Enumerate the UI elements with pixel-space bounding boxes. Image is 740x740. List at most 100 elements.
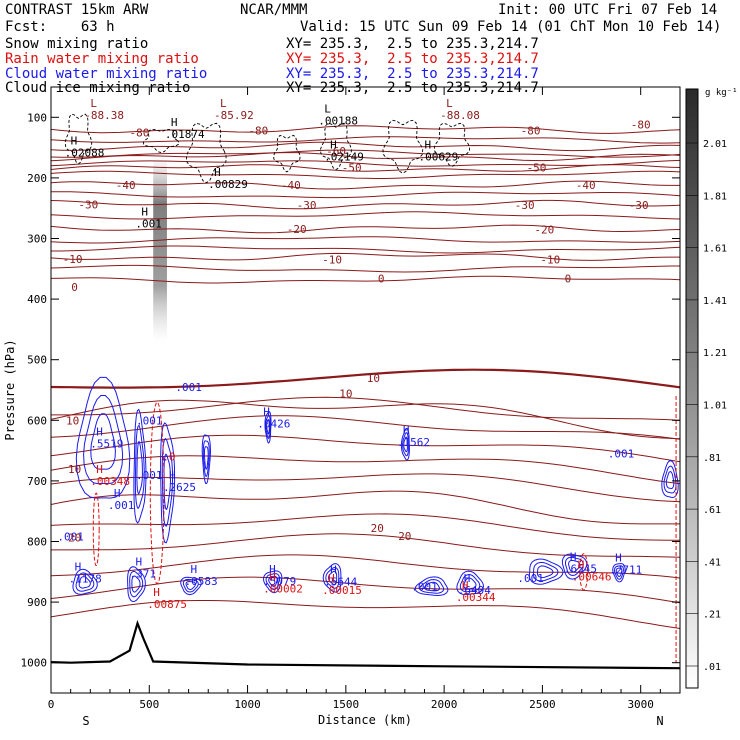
isotherm-line [51, 211, 680, 220]
cloud-water-contour [533, 562, 559, 582]
y-tick-label: 100 [27, 111, 47, 124]
extremum-type: H [71, 134, 78, 147]
cloud-water-contour [160, 422, 176, 544]
isotherm-label: -60 [326, 145, 346, 158]
isotherm-line [51, 415, 680, 440]
overlays: -80 -80 -80 -80 -60 -50 -50 -40 -40 -40 -30 -30 -30 -… [57, 97, 650, 611]
contour-label: 10 [68, 463, 81, 476]
isotherm--20 [51, 224, 680, 234]
extremum-value: .6545 [564, 563, 597, 576]
isotherm-label: 20 [398, 530, 411, 543]
isotherm-label: -40 [116, 179, 136, 192]
extremum-value: .00646 [572, 571, 612, 584]
extremum-value: .00629 [418, 151, 458, 164]
cloud-water-contour [665, 471, 675, 490]
colorbar-tick-label: .81 [703, 453, 721, 464]
extremum-type: H [96, 463, 103, 476]
isotherm-label: -80 [130, 126, 150, 139]
cloud-water-contour [403, 436, 408, 453]
plot-area [51, 113, 680, 670]
isotherm--60 [51, 152, 680, 162]
extremum-value: .01874 [165, 128, 205, 141]
isotherm-20 [51, 490, 680, 525]
field-rain-name: Rain water mixing ratio [5, 51, 199, 67]
extremum-value: .00829 [208, 178, 248, 191]
isotherm-line [51, 170, 680, 179]
isotherm-line [51, 455, 680, 485]
extremum-type: H [462, 579, 469, 592]
cloud-water-contour [185, 580, 196, 591]
isotherm-line [51, 554, 680, 579]
extremum-value: .371 [130, 568, 157, 581]
isotherm--40 [51, 180, 680, 190]
cloud-water-contour [266, 418, 270, 435]
extremum-value: .5519 [90, 437, 123, 450]
isotherm-label: -30 [78, 199, 98, 212]
cloud-water-contour [663, 465, 677, 494]
contour-label: .001 [411, 580, 438, 593]
isotherm-label: -20 [534, 223, 554, 236]
ice-contour [320, 122, 352, 171]
extremum-type: L [90, 97, 97, 110]
extremum-type: H [136, 556, 143, 569]
contour-label: .001 [136, 414, 163, 427]
extremum-type: H [191, 563, 198, 576]
colorbar-scale [685, 88, 699, 689]
isotherm-label: 10 [339, 388, 352, 401]
extremum-value: .6404 [458, 584, 491, 597]
x-tick-label: 3000 [627, 698, 654, 711]
isotherm-line [51, 149, 680, 158]
cloud-water-contour [264, 411, 272, 444]
field-cloudwater-xy: XY= 235.3, 2.5 to 235.3,214.7 [286, 66, 539, 82]
isotherm--80 [51, 125, 680, 134]
extremum-type: H [214, 166, 221, 179]
isotherm--30 [51, 199, 680, 210]
extremum-type: H [141, 205, 148, 218]
extremum-type: L [446, 97, 453, 110]
isotherm-line [51, 191, 680, 199]
cloud-water-contour [265, 415, 271, 440]
cloud-water-contour [612, 562, 626, 583]
extremum-type: H [578, 559, 585, 572]
extremum-value: .00348 [90, 475, 130, 488]
isotherm-line [51, 576, 680, 604]
extremum-value: .001 [135, 217, 162, 230]
isotherm-0 [51, 368, 680, 389]
isotherm-label: -80 [521, 125, 541, 138]
colorbar-tick-label: 1.41 [703, 296, 727, 307]
ice-contour [64, 113, 93, 165]
cloud-water-contour [419, 579, 445, 594]
init-time: Init: 00 UTC Fri 07 Feb 14 [498, 2, 718, 18]
cloud-water-contour [90, 413, 116, 470]
ice-contour [382, 119, 424, 174]
isotherm-label: 10 [367, 372, 380, 385]
x-end-label-south: S [82, 714, 89, 728]
cloud-water-contour [262, 570, 283, 594]
isotherm-label: 0 [565, 272, 572, 285]
y-tick-label: 300 [27, 233, 47, 246]
ice-contour [433, 122, 471, 167]
isotherm-line [51, 473, 680, 503]
contour-label: .0 [162, 451, 175, 464]
extremum-value: -88.08 [440, 109, 480, 122]
cloud-water-contour [134, 424, 145, 510]
cloud-water-contour [561, 553, 588, 580]
y-axis-label: Pressure (hPa) [3, 339, 17, 440]
isotherm-line [51, 434, 680, 463]
ice-contour [143, 128, 180, 153]
colorbar: 2.01 1.81 1.61 1.41 1.21 1.01 .81 .61 .41 .21 .01 [685, 88, 727, 689]
terrain-surface [51, 619, 680, 670]
fcst-value: 63 h [80, 19, 115, 35]
ice-contour [186, 122, 227, 184]
colorbar-tick-label: 1.81 [703, 191, 727, 202]
isotherm-label: 10 [66, 414, 79, 427]
colorbar-tick-label: 1.21 [703, 348, 727, 359]
cloud-water-contour [129, 570, 144, 598]
cloud-water-contour [327, 570, 338, 585]
extremum-value: .2625 [163, 481, 196, 494]
isotherm-line [51, 533, 680, 558]
org-label: NCAR/MMM [240, 2, 308, 18]
model-title: CONTRAST 15km ARW [5, 2, 149, 18]
colorbar-tick-label: 1.01 [703, 401, 727, 412]
colorbar-unit: g kg⁻¹ [705, 88, 738, 98]
